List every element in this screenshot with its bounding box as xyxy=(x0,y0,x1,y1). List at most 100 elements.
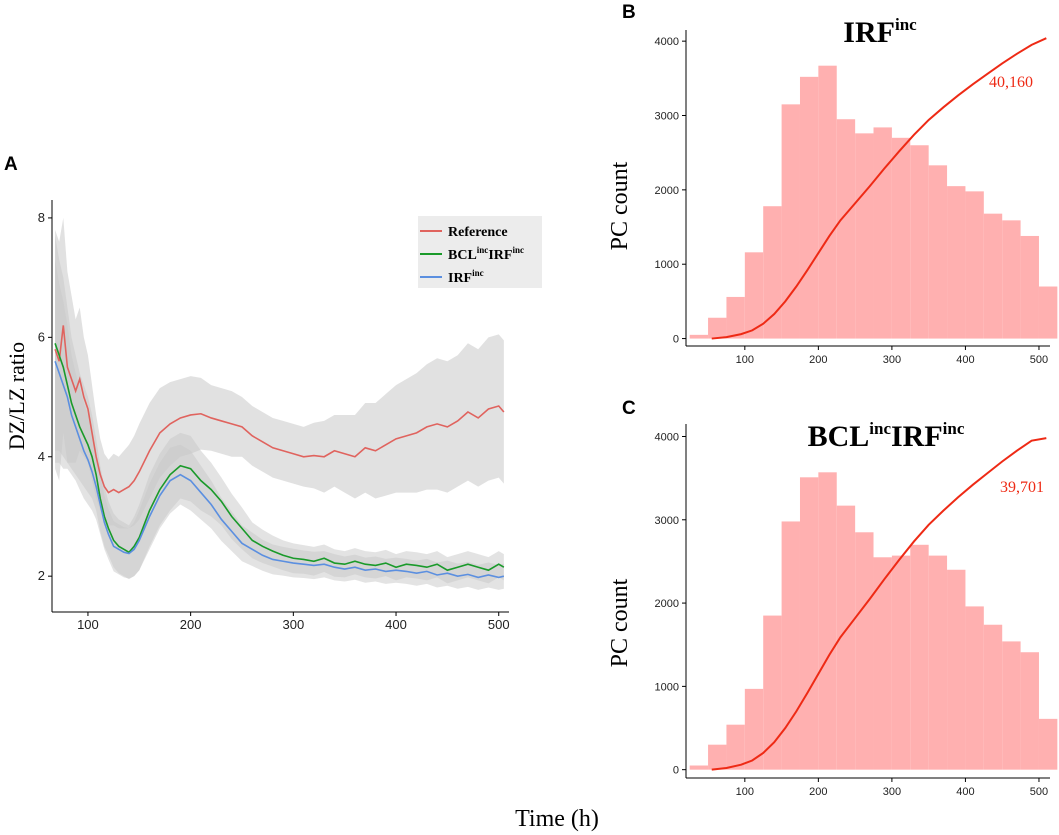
panel-a-legend: Reference BCLincIRFinc IRFinc xyxy=(418,216,542,288)
shared-x-label: Time (h) xyxy=(515,806,599,832)
y-tick-label: 3000 xyxy=(655,515,679,527)
histogram-bar xyxy=(781,521,800,770)
ribbon-irf xyxy=(55,259,504,590)
y-tick-label: 4 xyxy=(38,449,45,464)
histogram-bar xyxy=(891,555,911,770)
y-tick-label: 1000 xyxy=(655,681,679,693)
histogram-bar xyxy=(708,744,727,770)
histogram-bar xyxy=(1038,286,1058,339)
histogram-bar xyxy=(855,532,874,770)
histogram-bar xyxy=(965,191,984,339)
panel-a-y-label: DZ/LZ ratio xyxy=(4,342,29,450)
histogram-bar xyxy=(947,186,966,339)
histogram-bar xyxy=(836,505,856,770)
histogram-bar xyxy=(947,569,966,770)
x-tick-label: 400 xyxy=(956,786,974,798)
legend-irf-sup: inc xyxy=(472,268,484,278)
panel-a: A 2 4 6 8 100 200 300 400 500 DZ/LZ ratio Refer… xyxy=(4,154,542,632)
histogram-bar xyxy=(1038,718,1058,770)
legend-label-bcl-irf: BCLincIRFinc xyxy=(448,245,524,263)
panel-b-y-ticks: 0 1000 2000 3000 4000 xyxy=(655,36,686,346)
panel-c-y-ticks: 0 1000 2000 3000 4000 xyxy=(655,431,686,777)
panel-b-x-ticks: 100 200 300 400 500 xyxy=(736,346,1048,366)
x-tick-label: 100 xyxy=(736,786,754,798)
series-line-irf xyxy=(54,360,505,579)
panel-b-title-main: IRF xyxy=(843,16,895,49)
histogram-bar xyxy=(726,724,745,770)
histogram-bar xyxy=(983,213,1003,339)
panel-a-letter: A xyxy=(4,154,18,175)
legend-irf-main-b: IRF xyxy=(488,248,512,263)
y-tick-label: 0 xyxy=(673,765,679,777)
histogram-bar xyxy=(689,765,709,770)
y-tick-label: 4000 xyxy=(655,36,679,48)
legend-bcl-main: BCL xyxy=(448,248,477,263)
histogram-bar xyxy=(781,104,800,339)
panel-c-x-ticks: 100 200 300 400 500 xyxy=(736,778,1048,798)
x-tick-label: 300 xyxy=(883,786,901,798)
x-tick-label: 300 xyxy=(282,617,304,632)
histogram-bar xyxy=(910,544,929,770)
panel-b-letter: B xyxy=(622,2,636,23)
histogram-bar xyxy=(836,119,856,339)
panel-b-cumulative-line xyxy=(711,37,1047,340)
panel-a-y-ticks: 2 4 6 8 xyxy=(38,210,52,583)
panel-a-x-ticks: 100 200 300 400 500 xyxy=(77,612,510,632)
histogram-bar xyxy=(1020,652,1039,770)
panel-c-histogram xyxy=(689,472,1058,770)
panel-c-title: BCLincIRFinc xyxy=(808,419,965,453)
histogram-bar xyxy=(689,334,709,339)
y-tick-label: 6 xyxy=(38,329,45,344)
histogram-bar xyxy=(1002,220,1021,339)
x-tick-label: 100 xyxy=(736,354,754,366)
histogram-bar xyxy=(873,127,892,339)
histogram-bar xyxy=(726,296,745,339)
histogram-bar xyxy=(763,615,782,770)
histogram-bar xyxy=(1002,641,1021,770)
x-tick-label: 200 xyxy=(809,354,827,366)
panel-a-ribbons xyxy=(55,217,504,590)
series-line-reference xyxy=(54,325,505,494)
x-tick-label: 400 xyxy=(385,617,407,632)
y-tick-label: 2000 xyxy=(655,185,679,197)
histogram-bar xyxy=(855,133,874,339)
histogram-bar xyxy=(965,606,984,770)
panel-c-letter: C xyxy=(622,398,636,419)
y-tick-label: 2000 xyxy=(655,598,679,610)
y-tick-label: 3000 xyxy=(655,111,679,123)
histogram-bar xyxy=(1020,235,1039,339)
legend-reference-main: Reference xyxy=(448,225,508,240)
panel-c-y-label: PC count xyxy=(607,578,633,667)
panel-c-title-sup: inc xyxy=(869,419,891,438)
panel-b-histogram xyxy=(689,65,1058,339)
x-tick-label: 200 xyxy=(809,786,827,798)
x-tick-label: 300 xyxy=(883,354,901,366)
histogram-bar xyxy=(910,145,929,339)
histogram-bar xyxy=(744,252,764,339)
panel-a-series-lines xyxy=(54,325,505,579)
panel-b-title: IRFinc xyxy=(843,15,917,49)
y-tick-label: 0 xyxy=(673,334,679,346)
panel-c-title-main: BCL xyxy=(808,420,870,453)
histogram-bar xyxy=(891,137,911,339)
histogram-bar xyxy=(818,65,837,339)
panel-c-title-main2: IRF xyxy=(891,420,943,453)
legend-label-irf: IRFinc xyxy=(448,268,484,286)
histogram-bar xyxy=(983,624,1003,770)
legend-label-reference: Reference xyxy=(448,225,508,240)
panel-c-cumulative-label: 39,701 xyxy=(1000,479,1044,496)
panel-b-title-sup: inc xyxy=(895,15,917,34)
histogram-bar xyxy=(818,472,837,770)
histogram-bar xyxy=(763,206,782,339)
histogram-bar xyxy=(928,165,948,339)
y-tick-label: 8 xyxy=(38,210,45,225)
x-tick-label: 200 xyxy=(180,617,202,632)
histogram-bar xyxy=(708,317,727,339)
legend-irf-main: IRF xyxy=(448,271,472,286)
x-tick-label: 100 xyxy=(77,617,99,632)
x-tick-label: 500 xyxy=(1030,786,1048,798)
legend-bcl-sup: inc xyxy=(477,245,489,255)
histogram-bar xyxy=(799,76,819,339)
